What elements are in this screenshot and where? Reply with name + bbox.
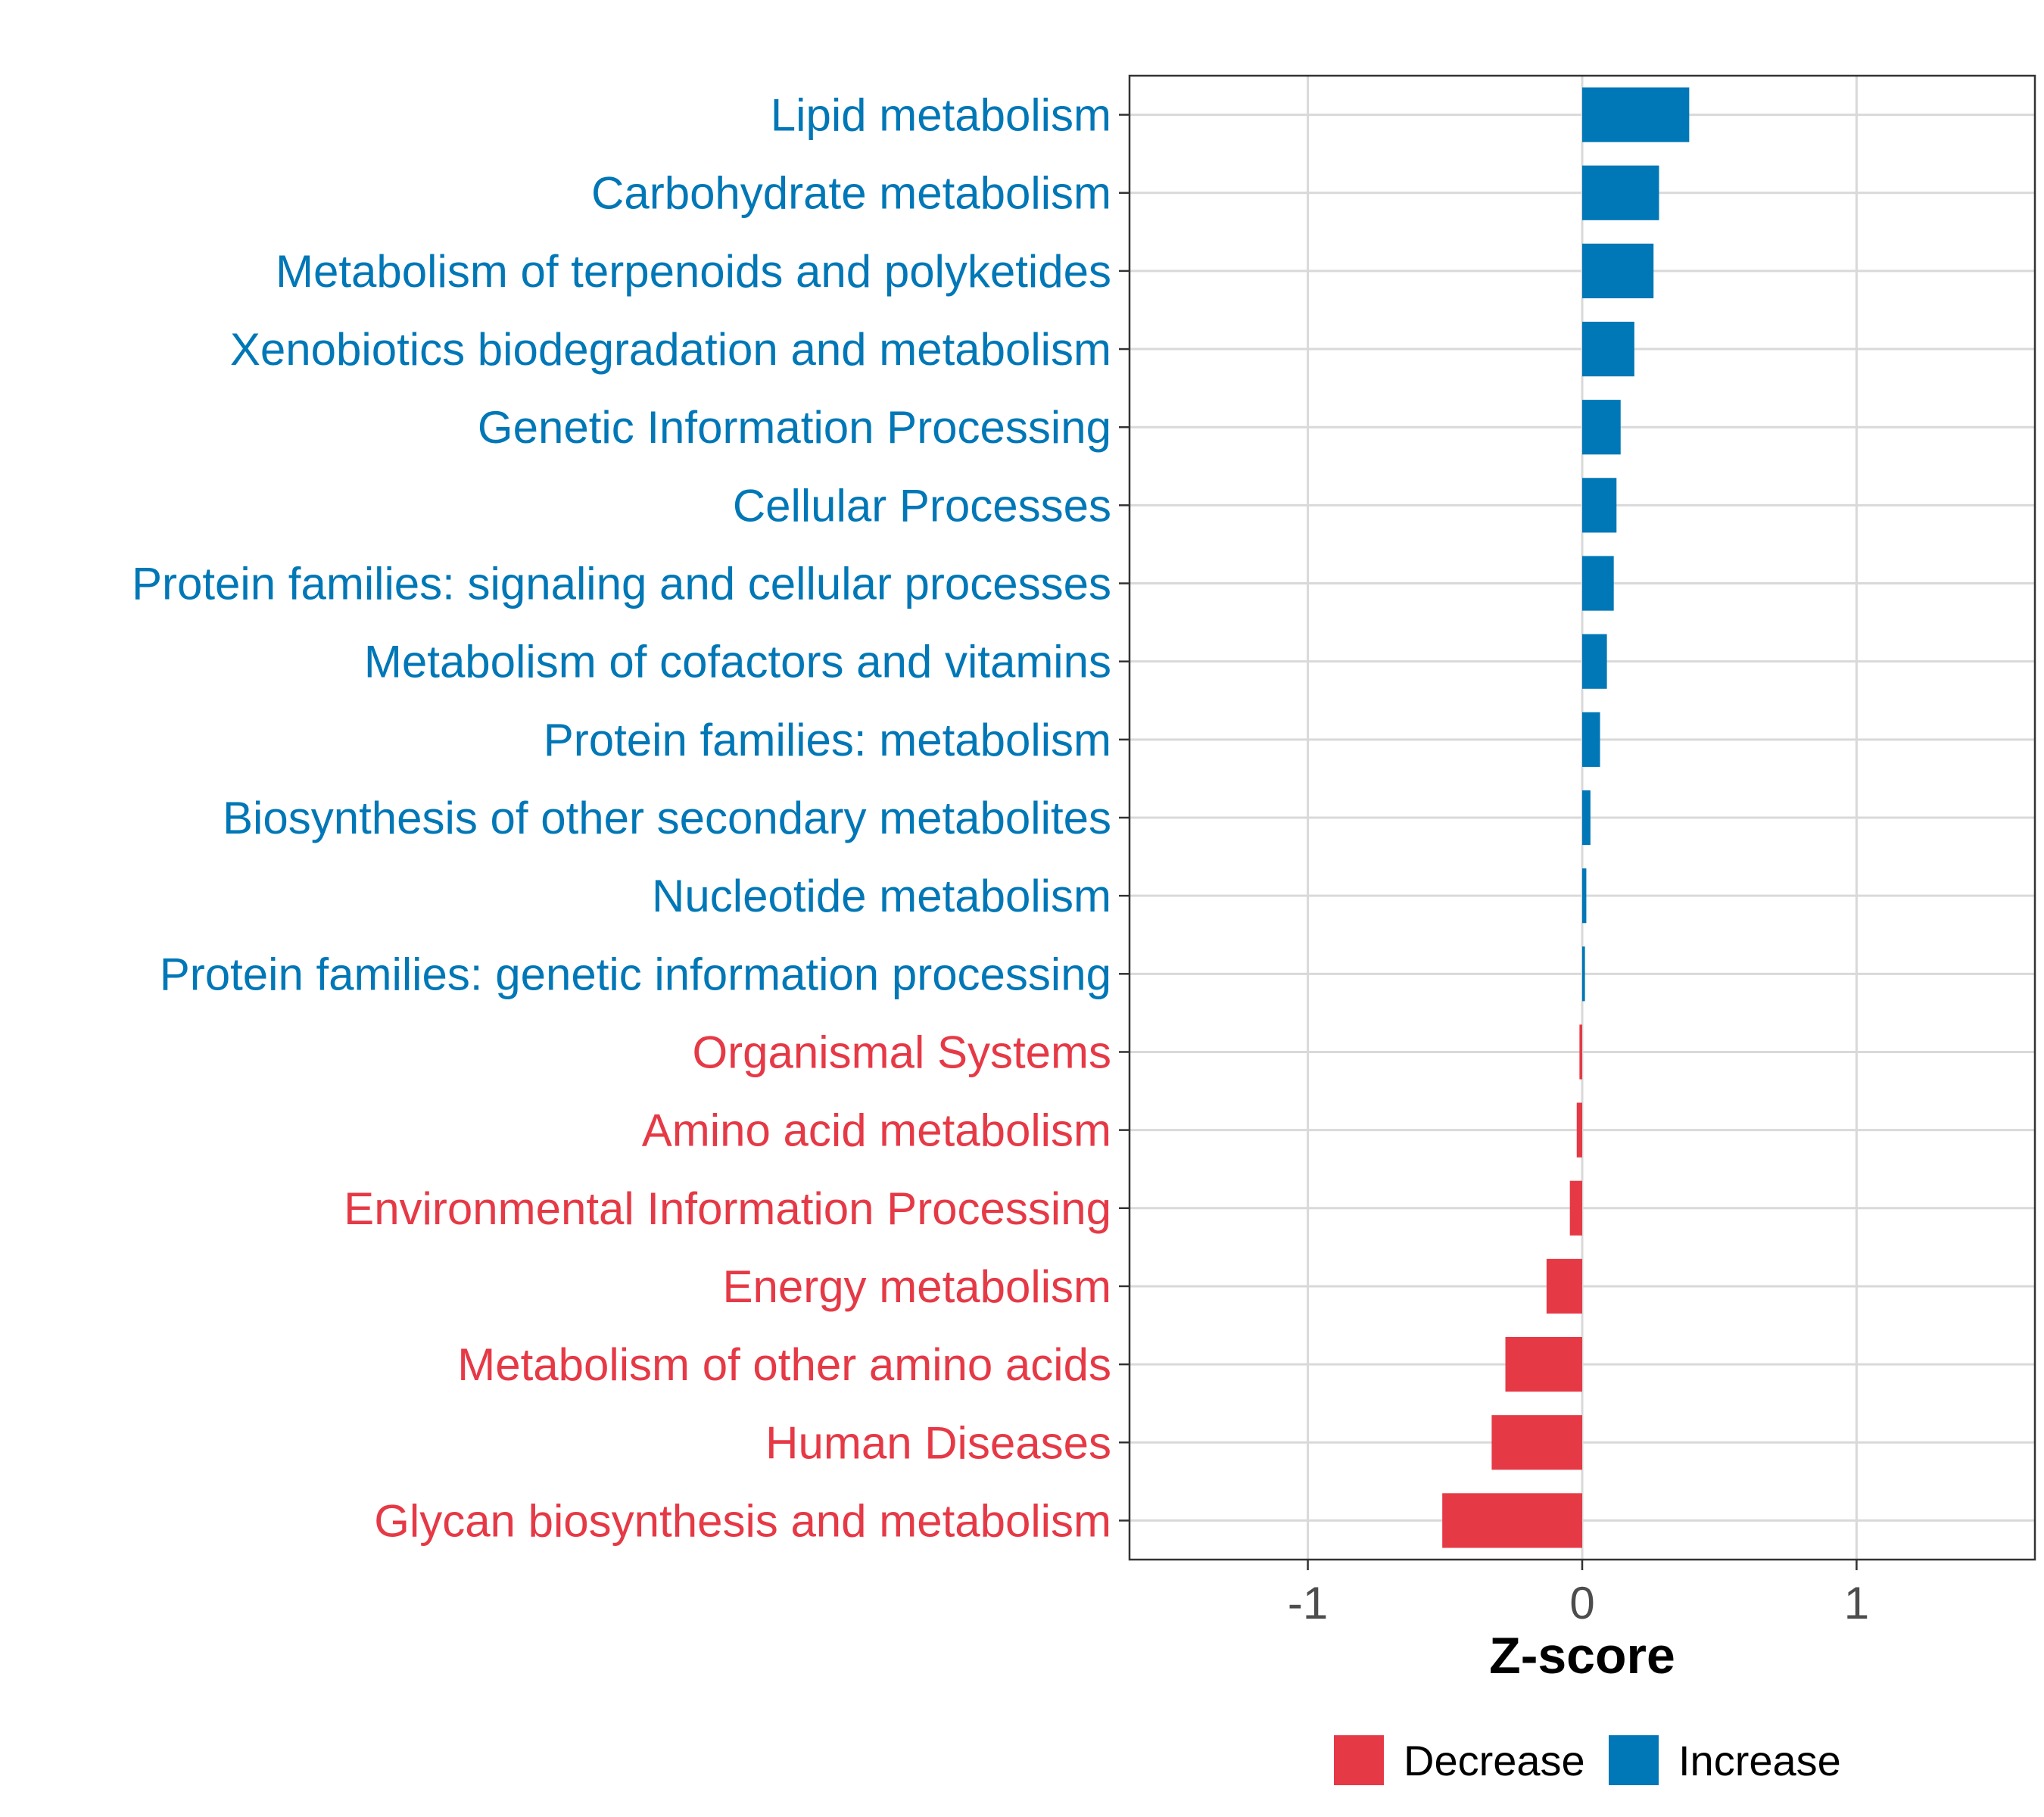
bar bbox=[1582, 243, 1654, 298]
bar bbox=[1582, 946, 1585, 1002]
category-label: Metabolism of terpenoids and polyketides bbox=[276, 246, 1111, 297]
category-label: Carbohydrate metabolism bbox=[591, 168, 1111, 219]
y-axis-labels: Lipid metabolism Carbohydrate metabolism M… bbox=[132, 90, 1111, 1547]
category-label: Metabolism of cofactors and vitamins bbox=[364, 637, 1111, 687]
legend: Decrease Increase bbox=[1334, 1735, 1841, 1785]
category-label: Lipid metabolism bbox=[771, 90, 1111, 141]
category-label: Genetic Information Processing bbox=[478, 402, 1111, 453]
category-label: Glycan biosynthesis and metabolism bbox=[374, 1495, 1111, 1546]
bar bbox=[1442, 1493, 1582, 1548]
bar bbox=[1582, 400, 1621, 455]
legend-key-increase bbox=[1609, 1735, 1659, 1785]
bar bbox=[1505, 1337, 1582, 1392]
category-label: Human Diseases bbox=[765, 1417, 1111, 1468]
legend-label-increase: Increase bbox=[1678, 1737, 1841, 1784]
category-label: Protein families: metabolism bbox=[544, 715, 1111, 765]
x-tick-label: 0 bbox=[1569, 1578, 1594, 1628]
category-label: Nucleotide metabolism bbox=[652, 871, 1111, 921]
category-label: Environmental Information Processing bbox=[344, 1183, 1111, 1234]
bar bbox=[1569, 1180, 1582, 1236]
bar bbox=[1582, 87, 1690, 142]
x-axis-title: Z-score bbox=[1489, 1627, 1675, 1685]
y-axis-ticks bbox=[1119, 114, 1129, 1522]
category-label: Energy metabolism bbox=[722, 1261, 1111, 1312]
category-label: Organismal Systems bbox=[693, 1027, 1111, 1077]
category-label: Protein families: genetic information pr… bbox=[160, 949, 1111, 999]
x-tick-label: -1 bbox=[1288, 1578, 1328, 1628]
category-label: Cellular Processes bbox=[733, 480, 1111, 531]
bar bbox=[1576, 1102, 1582, 1158]
bar bbox=[1582, 165, 1659, 220]
x-axis-ticks: -1 0 1 bbox=[1288, 1560, 1869, 1628]
bar bbox=[1582, 712, 1600, 767]
x-tick-label: 1 bbox=[1844, 1578, 1869, 1628]
category-label: Xenobiotics biodegradation and metabolis… bbox=[230, 324, 1111, 375]
bar bbox=[1582, 868, 1587, 924]
bar bbox=[1582, 321, 1634, 377]
bar bbox=[1582, 556, 1614, 611]
bars bbox=[1442, 87, 1690, 1548]
bar bbox=[1546, 1258, 1582, 1314]
bar bbox=[1582, 634, 1607, 689]
bar bbox=[1579, 1024, 1582, 1080]
category-label: Metabolism of other amino acids bbox=[457, 1339, 1111, 1390]
category-label: Protein families: signaling and cellular… bbox=[132, 559, 1111, 609]
bar bbox=[1491, 1415, 1582, 1470]
legend-label-decrease: Decrease bbox=[1404, 1737, 1585, 1784]
bar bbox=[1582, 478, 1617, 533]
category-label: Amino acid metabolism bbox=[642, 1105, 1111, 1156]
category-label: Biosynthesis of other secondary metaboli… bbox=[223, 793, 1111, 843]
bar bbox=[1582, 790, 1591, 846]
legend-key-decrease bbox=[1334, 1735, 1384, 1785]
